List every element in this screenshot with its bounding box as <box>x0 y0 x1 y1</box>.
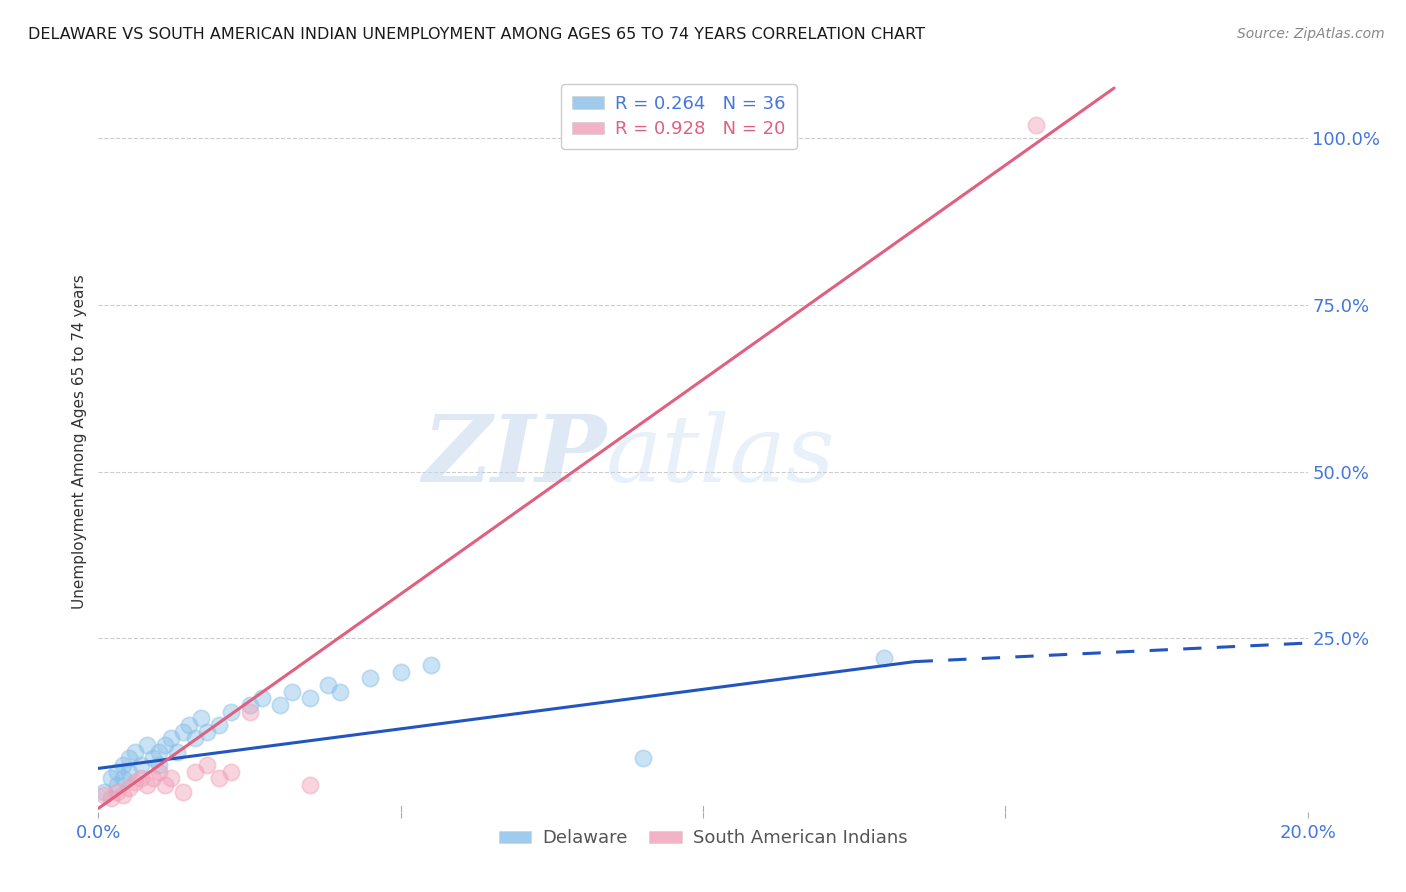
Point <box>221 705 243 719</box>
Point <box>129 758 152 772</box>
Point <box>105 778 128 792</box>
Point <box>166 745 188 759</box>
Point <box>221 764 243 779</box>
Point <box>118 781 141 796</box>
Point <box>153 778 176 792</box>
Point <box>105 785 128 799</box>
Point <box>142 751 165 765</box>
Point <box>142 772 165 786</box>
Point <box>208 718 231 732</box>
Point <box>208 772 231 786</box>
Point <box>100 791 122 805</box>
Point <box>316 678 339 692</box>
Point <box>111 788 134 802</box>
Point <box>148 764 170 779</box>
Point <box>160 731 183 746</box>
Point <box>135 738 157 752</box>
Text: Source: ZipAtlas.com: Source: ZipAtlas.com <box>1237 27 1385 41</box>
Point <box>93 788 115 802</box>
Text: ZIP: ZIP <box>422 411 606 501</box>
Point <box>239 705 262 719</box>
Point <box>100 772 122 786</box>
Point <box>105 764 128 779</box>
Point <box>124 745 146 759</box>
Point <box>299 778 322 792</box>
Point <box>420 657 443 672</box>
Point <box>389 665 412 679</box>
Point <box>250 691 273 706</box>
Point <box>129 772 152 786</box>
Point <box>148 745 170 759</box>
Point <box>172 785 194 799</box>
Point <box>153 738 176 752</box>
Point <box>195 758 218 772</box>
Point <box>135 778 157 792</box>
Point <box>148 758 170 772</box>
Text: atlas: atlas <box>606 411 835 501</box>
Point <box>124 774 146 789</box>
Point <box>281 684 304 698</box>
Point <box>184 731 207 746</box>
Point <box>195 724 218 739</box>
Point <box>93 785 115 799</box>
Point <box>172 724 194 739</box>
Point <box>631 751 654 765</box>
Y-axis label: Unemployment Among Ages 65 to 74 years: Unemployment Among Ages 65 to 74 years <box>72 274 87 609</box>
Point <box>160 772 183 786</box>
Point <box>179 718 201 732</box>
Point <box>360 671 382 685</box>
Point <box>190 711 212 725</box>
Point <box>118 751 141 765</box>
Legend: Delaware, South American Indians: Delaware, South American Indians <box>492 822 914 855</box>
Point <box>239 698 262 712</box>
Point <box>184 764 207 779</box>
Point <box>269 698 291 712</box>
Point <box>329 684 352 698</box>
Point <box>873 651 896 665</box>
Point <box>1024 118 1046 132</box>
Point <box>118 764 141 779</box>
Point <box>111 772 134 786</box>
Point <box>299 691 322 706</box>
Point <box>111 758 134 772</box>
Text: DELAWARE VS SOUTH AMERICAN INDIAN UNEMPLOYMENT AMONG AGES 65 TO 74 YEARS CORRELA: DELAWARE VS SOUTH AMERICAN INDIAN UNEMPL… <box>28 27 925 42</box>
